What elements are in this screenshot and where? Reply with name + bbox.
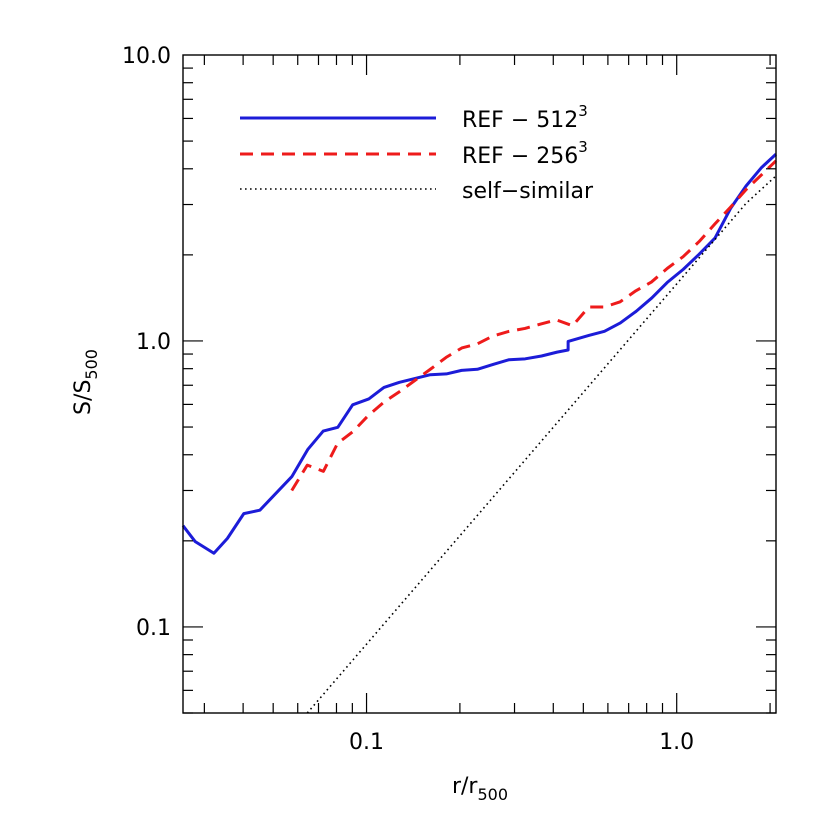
legend-label-ref-256-base: REF − 256 bbox=[462, 144, 578, 169]
legend-label-ref-512-base: REF − 512 bbox=[462, 108, 578, 133]
y-tick-label: 0.1 bbox=[136, 616, 171, 641]
y-axis-label: S/S500 bbox=[71, 349, 101, 415]
y-tick-label: 10.0 bbox=[122, 44, 171, 69]
plot-lines bbox=[181, 153, 778, 714]
legend-label-self-similar: self−similar bbox=[462, 179, 594, 204]
axis-ticks bbox=[183, 55, 776, 714]
plot-frame bbox=[182, 54, 777, 714]
x-axis-label-subscript: 500 bbox=[477, 785, 508, 804]
x-axis-label-base: r/r bbox=[452, 774, 478, 799]
x-tick-label: 0.1 bbox=[349, 730, 384, 755]
legend-label-ref-256: REF − 2563 bbox=[462, 138, 588, 169]
tick-labels: 0.1 1.0 0.1 1.0 10.0 bbox=[122, 44, 694, 755]
series-line-ref-512 bbox=[181, 153, 778, 555]
y-axis-label-base: S/S bbox=[71, 380, 96, 415]
series-line-ref-256 bbox=[290, 159, 778, 492]
y-tick-label: 1.0 bbox=[136, 330, 171, 355]
legend-label-ref-512-sup: 3 bbox=[578, 102, 588, 120]
y-axis-label-subscript: 500 bbox=[82, 349, 101, 380]
x-tick-label: 1.0 bbox=[659, 730, 694, 755]
legend-label-ref-256-sup: 3 bbox=[578, 138, 588, 156]
legend-label-ref-512: REF − 5123 bbox=[462, 102, 588, 133]
x-axis-label: r/r500 bbox=[452, 774, 508, 804]
legend: REF − 5123 REF − 2563 self−similar bbox=[240, 102, 594, 204]
